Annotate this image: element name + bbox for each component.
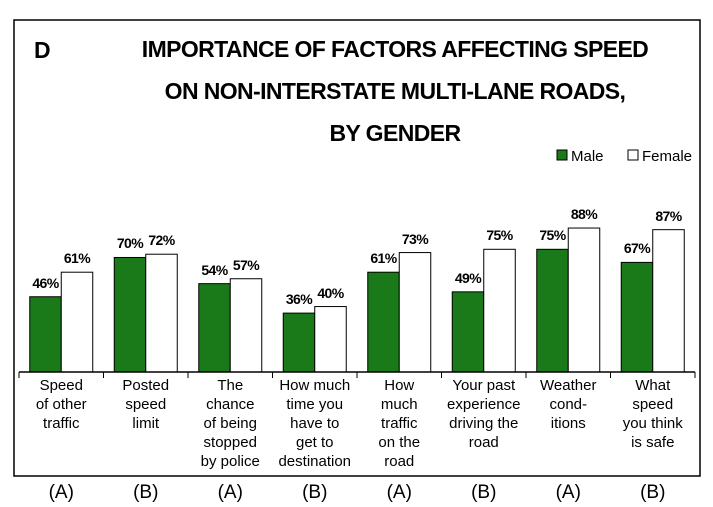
value-label: 36% (285, 291, 313, 308)
legend-swatch (627, 149, 639, 161)
bar (145, 253, 178, 373)
value-label: 70% (116, 235, 144, 252)
value-label: 75% (486, 227, 513, 244)
x-tick-label: Your past experience driving the road (447, 377, 521, 451)
bar (282, 312, 316, 373)
value-label: 73% (401, 230, 429, 247)
value-label: 46% (32, 274, 59, 291)
category-group: (B) (302, 482, 328, 503)
legend-label: Male (571, 148, 604, 165)
x-tick-label: How much time you have to get to destina… (278, 377, 352, 470)
category-group: (A) (217, 482, 243, 503)
category-group: (A) (555, 482, 581, 503)
bar (229, 278, 263, 373)
value-label: 88% (570, 206, 598, 223)
category-group: (B) (471, 482, 497, 503)
category-group: (A) (48, 482, 74, 503)
bar (367, 271, 400, 373)
chart-title: IMPORTANCE OF FACTORS AFFECTING SPEED ON… (141, 36, 649, 146)
legend-label: Female (642, 148, 693, 165)
category-group: (B) (640, 482, 666, 503)
category-group: (A) (386, 482, 412, 503)
bar (198, 283, 231, 373)
x-tick-label: Speed of other traffic (35, 377, 87, 432)
value-label: 72% (148, 232, 175, 249)
bar (451, 291, 485, 373)
value-label: 61% (63, 250, 91, 267)
bar (620, 261, 654, 373)
x-tick-label: Weather cond- itions (540, 377, 597, 432)
x-tick-label: How much traffic on the road (378, 377, 421, 470)
bar (567, 227, 601, 373)
value-label: 61% (370, 250, 397, 267)
legend-swatch (556, 149, 568, 161)
x-tick-label: Posted speed limit (122, 377, 170, 432)
value-label: 40% (317, 284, 344, 301)
value-label: 67% (623, 240, 651, 257)
value-label: 75% (539, 227, 566, 244)
bar (398, 252, 432, 373)
value-label: 54% (201, 261, 228, 278)
panel-label: D (34, 37, 51, 63)
x-tick-label: What speed you think is safe (622, 377, 683, 451)
category-group: (B) (133, 482, 159, 503)
bar (536, 248, 569, 373)
bar (60, 271, 94, 373)
value-label: 87% (655, 207, 682, 224)
value-label: 49% (454, 269, 482, 286)
x-tick-label: The chance of being stopped by police (200, 377, 260, 470)
bar (29, 296, 62, 373)
value-label: 57% (232, 256, 260, 273)
bar (314, 306, 347, 373)
frame (13, 19, 701, 477)
bar (483, 248, 516, 373)
bar (652, 229, 685, 373)
bar (113, 256, 147, 373)
